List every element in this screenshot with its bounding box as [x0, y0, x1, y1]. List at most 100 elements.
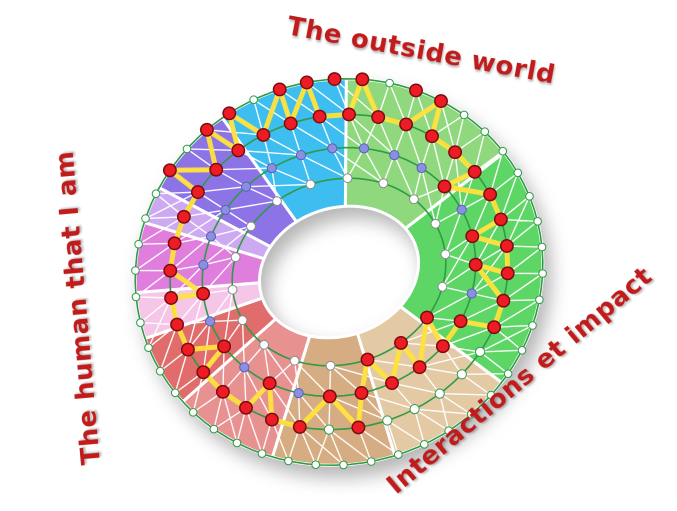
- node-red: [453, 314, 468, 329]
- node-red: [360, 352, 375, 367]
- node: [416, 162, 427, 174]
- node: [466, 288, 477, 299]
- node-red: [425, 129, 439, 144]
- node-red: [262, 376, 277, 391]
- torus-mesh: [131, 72, 547, 470]
- node-red: [496, 293, 511, 308]
- node: [272, 196, 282, 207]
- node: [295, 150, 307, 161]
- node-red: [256, 127, 271, 142]
- node: [409, 194, 419, 205]
- node: [533, 217, 542, 226]
- node: [155, 366, 165, 376]
- node: [486, 390, 496, 400]
- node-red: [355, 72, 370, 87]
- node: [538, 269, 547, 278]
- node: [466, 409, 476, 419]
- node: [535, 295, 544, 305]
- node: [325, 360, 336, 371]
- node: [513, 168, 523, 178]
- node-red: [493, 212, 508, 227]
- node-red: [435, 339, 450, 354]
- node-red: [162, 163, 177, 178]
- node-red: [231, 143, 246, 158]
- node: [198, 259, 209, 270]
- node-red: [500, 266, 515, 281]
- node-red: [394, 335, 408, 350]
- node: [151, 189, 161, 198]
- node: [366, 457, 376, 466]
- node: [188, 408, 198, 417]
- node: [266, 163, 277, 174]
- node-red: [468, 257, 483, 272]
- node-red: [354, 386, 369, 400]
- node: [220, 204, 231, 215]
- node-red: [412, 360, 427, 375]
- node: [475, 346, 486, 357]
- node: [358, 143, 370, 154]
- node: [342, 173, 353, 184]
- node: [131, 292, 141, 302]
- node: [525, 192, 534, 201]
- node: [305, 179, 316, 190]
- node: [205, 231, 217, 242]
- node: [209, 424, 219, 434]
- node-red: [292, 419, 307, 434]
- node: [136, 318, 145, 328]
- node: [327, 143, 338, 154]
- node-red: [409, 83, 423, 98]
- node-red: [164, 291, 179, 305]
- node: [389, 150, 400, 161]
- node: [232, 438, 242, 448]
- node-red: [170, 317, 185, 332]
- node-red: [351, 420, 366, 435]
- node: [246, 221, 256, 232]
- node: [284, 456, 293, 466]
- ring-curve-0: [134, 77, 544, 467]
- node-red: [209, 162, 224, 177]
- node: [444, 426, 454, 436]
- node: [459, 110, 469, 120]
- node-red: [420, 310, 434, 325]
- node: [144, 343, 153, 353]
- node-red: [437, 179, 452, 194]
- node: [311, 460, 321, 470]
- node-red: [371, 110, 386, 125]
- node: [170, 388, 180, 398]
- node: [182, 144, 192, 154]
- node-red: [467, 164, 482, 179]
- node: [289, 355, 300, 366]
- node: [339, 460, 348, 470]
- node-red: [163, 263, 178, 278]
- node-red: [399, 117, 414, 132]
- node: [517, 346, 527, 355]
- node: [323, 424, 335, 435]
- node-red: [196, 365, 211, 380]
- node-red: [322, 389, 337, 404]
- node-red: [499, 239, 514, 253]
- node-red: [215, 384, 230, 399]
- node: [259, 339, 270, 350]
- node: [440, 249, 451, 260]
- node: [498, 146, 508, 156]
- node: [503, 369, 513, 379]
- node-red: [299, 75, 314, 90]
- node-red: [264, 412, 279, 427]
- node: [430, 218, 441, 229]
- node-red: [448, 145, 463, 160]
- node: [528, 321, 537, 330]
- node: [205, 316, 216, 327]
- node-red: [199, 122, 214, 137]
- node: [456, 204, 467, 215]
- node: [131, 266, 140, 275]
- node: [537, 242, 547, 252]
- node: [293, 388, 304, 399]
- node: [141, 214, 150, 223]
- node: [134, 239, 143, 249]
- node: [227, 284, 238, 295]
- node: [378, 178, 389, 189]
- node: [456, 369, 467, 380]
- node: [257, 449, 267, 458]
- node: [385, 78, 394, 88]
- node-red: [465, 229, 480, 244]
